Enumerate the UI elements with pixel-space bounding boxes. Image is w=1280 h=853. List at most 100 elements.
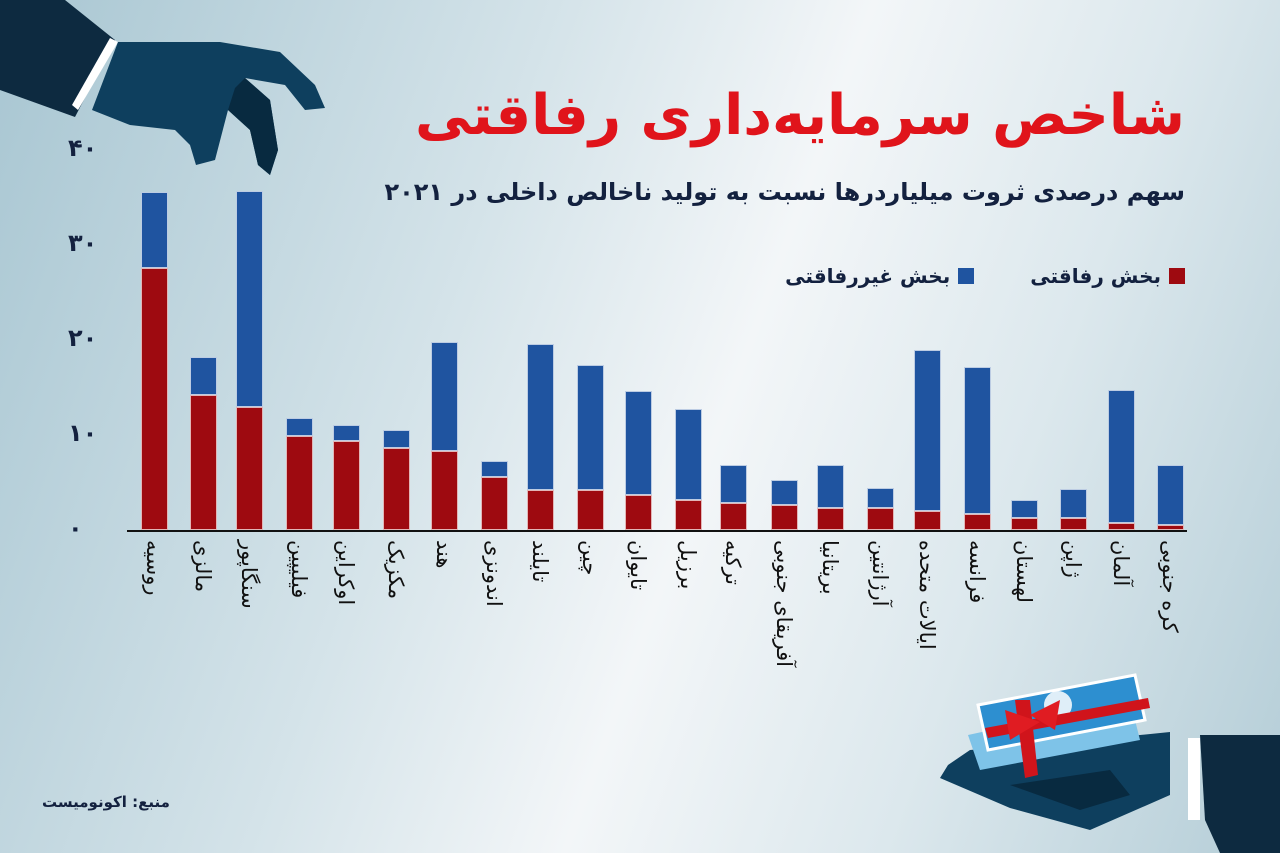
bar-segment-non-crony	[1157, 465, 1184, 526]
bar	[333, 424, 360, 530]
x-axis-label: سنگاپور	[237, 540, 261, 609]
bar	[867, 487, 894, 530]
x-axis-label: لهستان	[1012, 540, 1036, 603]
legend-item-crony: بخش رفاقتی	[1030, 264, 1185, 288]
x-axis-line	[127, 530, 1187, 532]
bar-segment-non-crony	[1060, 488, 1087, 518]
x-axis-label: چین	[578, 540, 602, 576]
x-axis-label: هند	[432, 540, 456, 569]
x-axis-label: ترکیه	[721, 540, 745, 586]
bar-segment-crony	[817, 508, 844, 530]
y-tick-20: ۲۰	[68, 324, 98, 352]
bar-segment-crony	[720, 503, 747, 530]
bar-segment-crony	[1108, 523, 1135, 530]
bar	[817, 465, 844, 530]
x-axis-label: اوکراین	[334, 540, 358, 606]
bar-segment-crony	[190, 395, 217, 530]
bar-segment-crony	[286, 436, 313, 530]
legend-swatch-non-crony	[958, 268, 975, 284]
bar-segment-non-crony	[333, 424, 360, 442]
x-axis-label: تایوان	[626, 540, 650, 591]
bar	[964, 366, 991, 530]
bar	[771, 480, 798, 530]
bar-segment-crony	[236, 406, 263, 530]
bar-segment-crony	[527, 489, 554, 530]
bar	[1157, 465, 1184, 530]
bar-segment-non-crony	[771, 480, 798, 506]
bar-segment-crony	[1011, 517, 1038, 530]
reaching-hand-illustration	[0, 0, 325, 175]
bar	[1060, 488, 1087, 530]
bar	[1011, 500, 1038, 530]
bar-segment-non-crony	[1108, 389, 1135, 524]
bar-segment-non-crony	[431, 341, 458, 451]
legend-item-non-crony: بخش غیررفاقتی	[785, 264, 975, 288]
x-axis-label: اندونزی	[482, 540, 506, 607]
bar-segment-non-crony	[141, 191, 168, 269]
y-tick-10: ۱۰	[68, 419, 98, 447]
bar	[527, 343, 554, 530]
bar-segment-crony	[333, 441, 360, 530]
x-axis-label: آفریقای جنوبی	[772, 540, 796, 667]
x-axis-label: ژاپن	[1061, 540, 1085, 578]
bar-segment-non-crony	[964, 366, 991, 514]
x-axis-label: کره جنوبی	[1158, 540, 1182, 633]
legend: بخش رفاقتی بخش غیررفاقتی	[785, 264, 1185, 288]
bar-segment-crony	[771, 505, 798, 530]
x-axis-label: برزیل	[676, 540, 700, 590]
chart-title: شاخص سرمایه‌داری رفاقتی	[414, 83, 1185, 148]
y-tick-40: ۴۰	[68, 134, 98, 162]
bar-segment-crony	[1060, 517, 1087, 530]
bar-segment-crony	[577, 489, 604, 530]
bar-segment-non-crony	[675, 408, 702, 501]
bar-segment-crony	[964, 513, 991, 530]
bar-segment-non-crony	[236, 190, 263, 407]
x-axis-label: آلمان	[1109, 540, 1133, 587]
bar	[720, 465, 747, 530]
bar-segment-non-crony	[577, 364, 604, 490]
bar	[286, 418, 313, 530]
bar	[625, 390, 652, 530]
x-axis-label: تایلند	[528, 540, 552, 583]
x-axis-label: ایالات متحده	[915, 540, 939, 650]
bar	[1108, 389, 1135, 530]
bar	[914, 350, 941, 530]
x-axis-label: آرژانتین	[868, 540, 892, 607]
bar-segment-non-crony	[817, 465, 844, 509]
bar-segment-non-crony	[914, 350, 941, 511]
bar-segment-crony	[914, 510, 941, 530]
x-axis-label: روسیه	[142, 540, 166, 596]
legend-label-crony: بخش رفاقتی	[1030, 264, 1161, 288]
legend-label-non-crony: بخش غیررفاقتی	[785, 264, 951, 288]
legend-swatch-crony	[1169, 268, 1185, 284]
y-tick-0: ۰	[68, 514, 83, 542]
source-note: منبع: اکونومیست	[42, 793, 170, 811]
bar	[675, 408, 702, 530]
bar-segment-crony	[867, 508, 894, 530]
bar-segment-non-crony	[190, 357, 217, 396]
bar-segment-non-crony	[867, 487, 894, 509]
bar-segment-non-crony	[720, 465, 747, 504]
bar-segment-crony	[141, 268, 168, 530]
bar	[190, 357, 217, 530]
x-axis-label: مکزیک	[384, 540, 408, 600]
bar-segment-crony	[431, 450, 458, 530]
x-axis-label: مالزی	[191, 540, 215, 593]
bar	[481, 461, 508, 530]
x-axis-label: فیلیپین	[287, 540, 311, 599]
bar-segment-non-crony	[1011, 500, 1038, 518]
bar	[431, 341, 458, 530]
bar-segment-non-crony	[383, 429, 410, 448]
chart-subtitle: سهم درصدی ثروت میلیاردرها نسبت به تولید …	[384, 178, 1185, 206]
bar-segment-crony	[1157, 525, 1184, 530]
bar	[383, 429, 410, 530]
bar-segment-non-crony	[481, 461, 508, 478]
bar	[236, 190, 263, 530]
x-axis-label: بریتانیا	[818, 540, 842, 595]
bar-segment-crony	[383, 447, 410, 530]
bar-segment-non-crony	[625, 390, 652, 495]
bar-segment-crony	[675, 500, 702, 530]
y-tick-30: ۳۰	[68, 229, 98, 257]
x-axis-label: فرانسه	[965, 540, 989, 604]
bar	[141, 191, 168, 530]
